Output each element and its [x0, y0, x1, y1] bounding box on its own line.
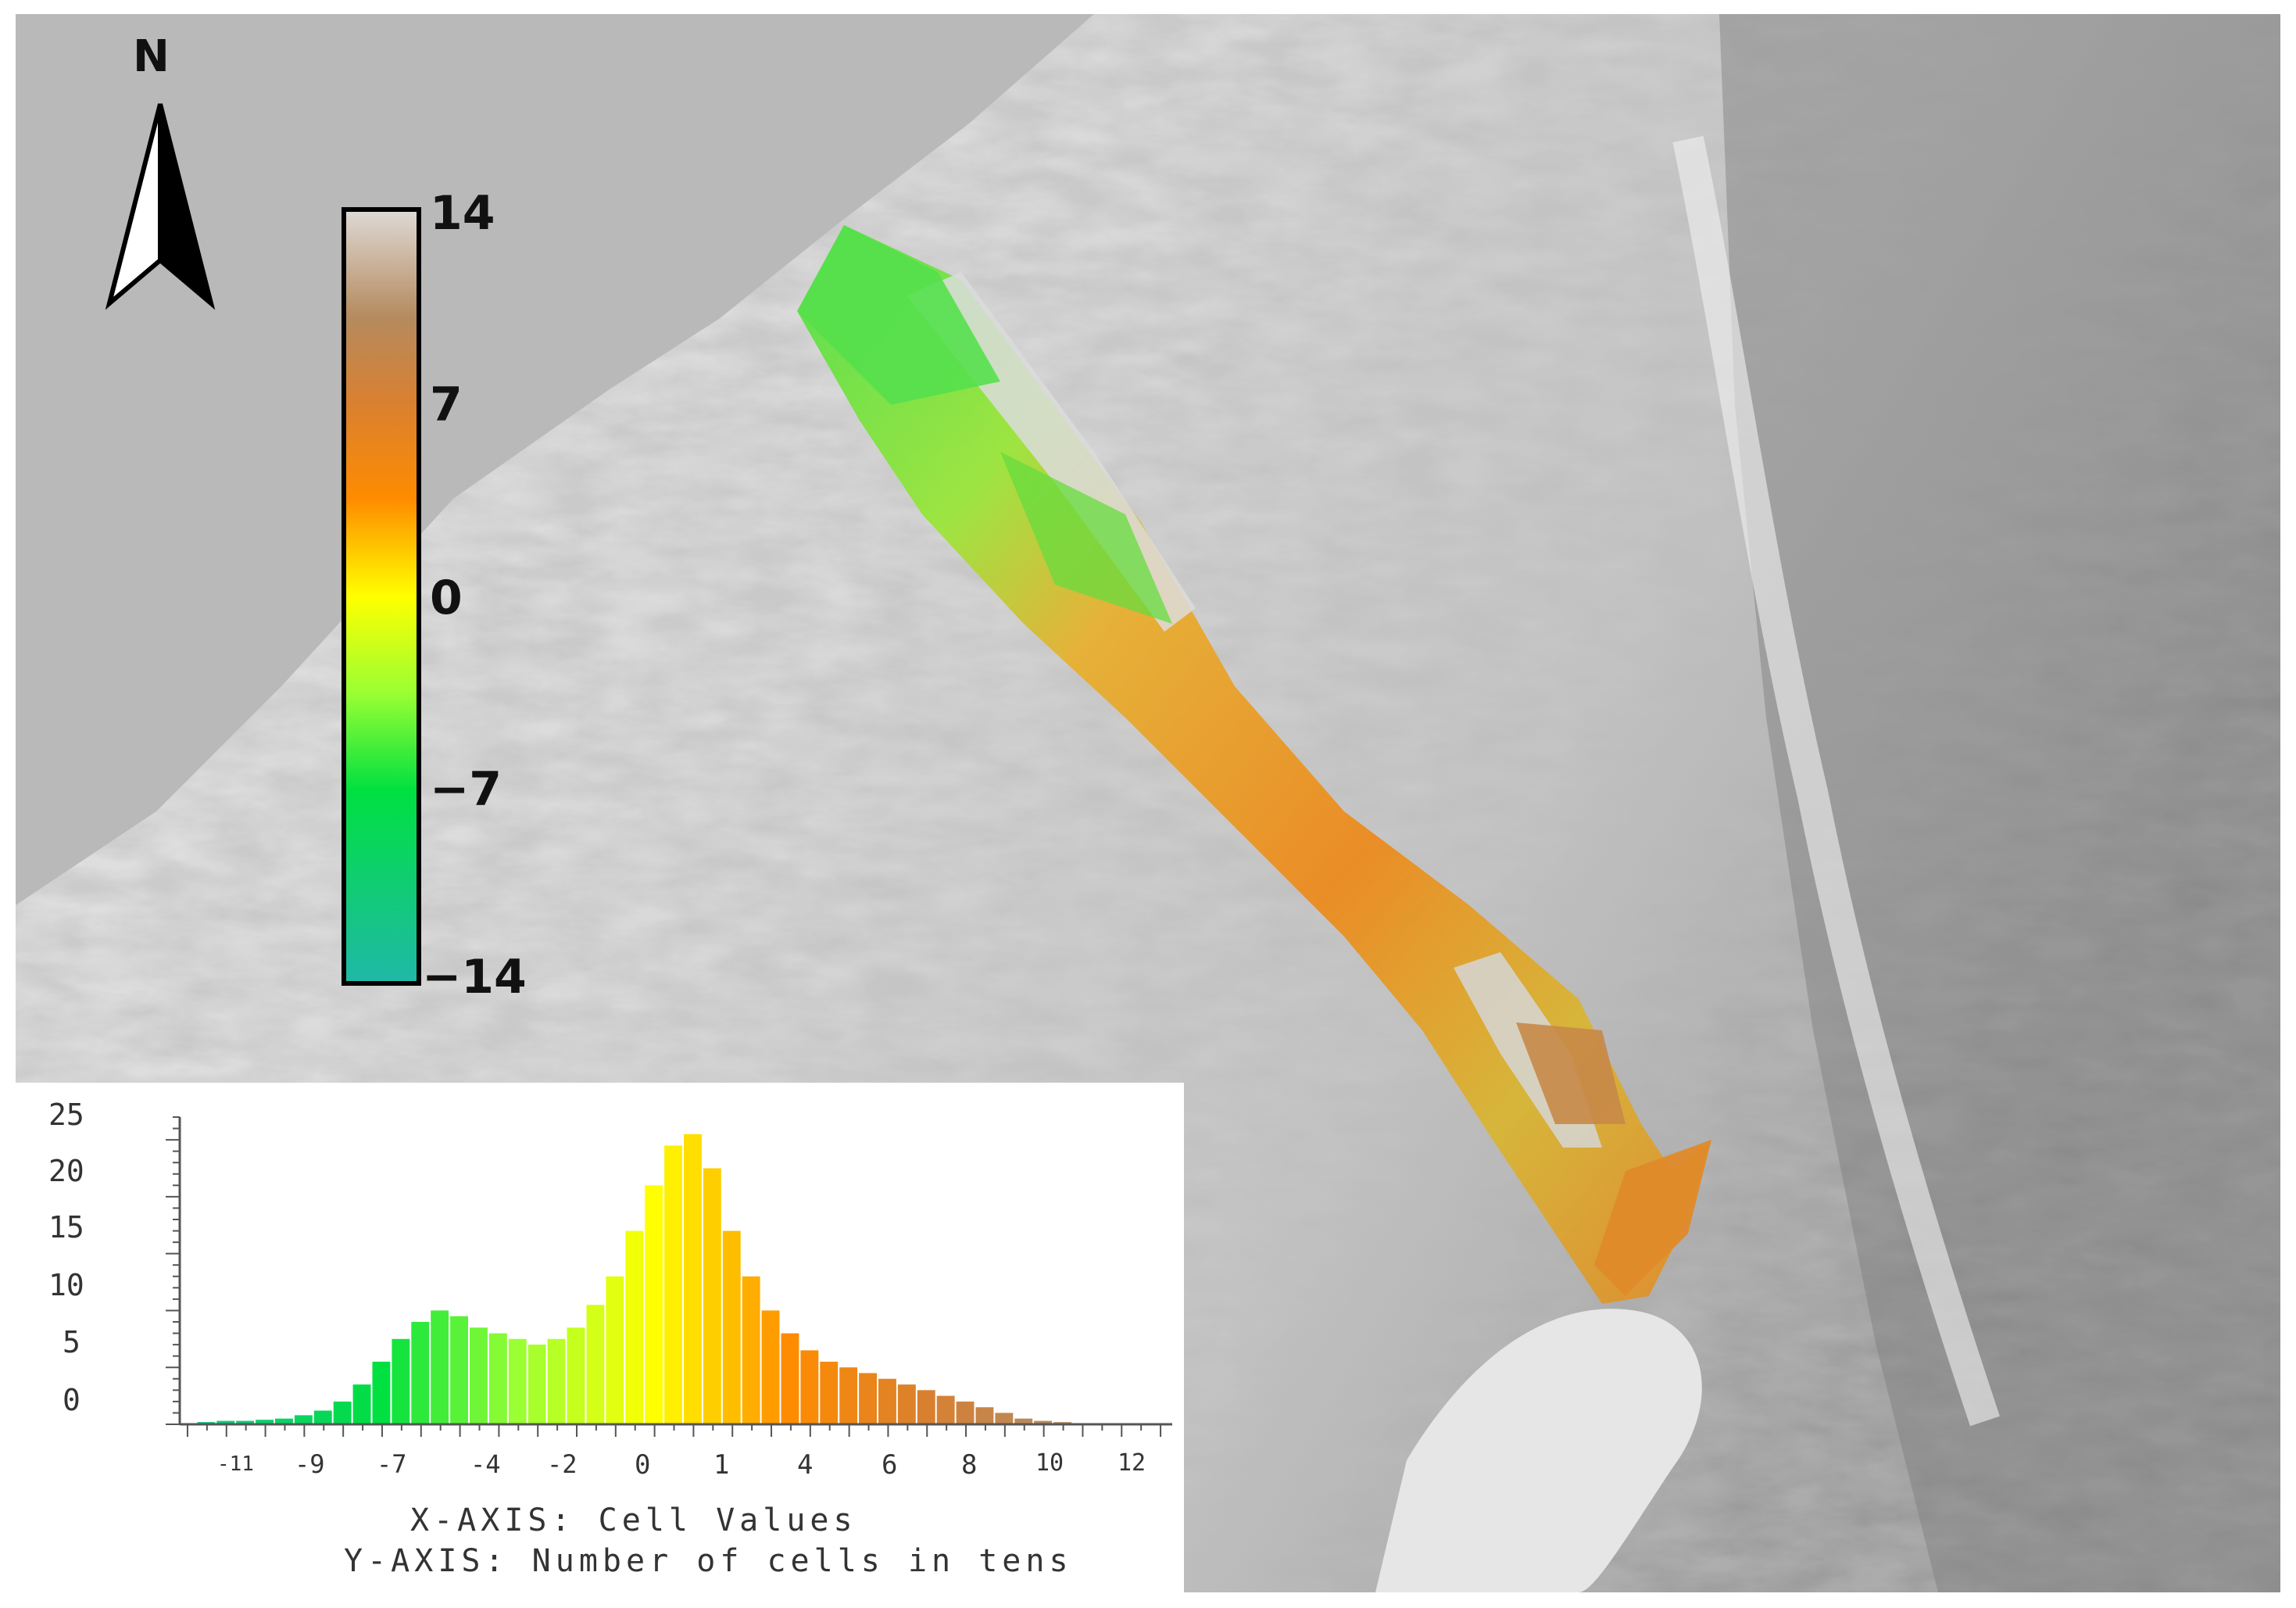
- histogram-bar: [1034, 1420, 1053, 1424]
- histogram-y-ticks: [166, 1116, 180, 1425]
- histogram-bar: [372, 1361, 391, 1424]
- y-tick-label-0: 0: [63, 1383, 80, 1417]
- histogram-bar: [878, 1378, 896, 1424]
- histogram-bar: [684, 1133, 702, 1424]
- histogram-bar: [859, 1373, 877, 1424]
- histogram-bar: [703, 1168, 721, 1424]
- histogram-bar: [294, 1415, 313, 1424]
- histogram-bar: [722, 1230, 741, 1424]
- histogram-bar: [761, 1310, 780, 1424]
- histogram-bar: [936, 1395, 955, 1424]
- histogram-bar: [488, 1333, 507, 1424]
- histogram-bar: [431, 1310, 449, 1424]
- histogram-bar: [547, 1338, 566, 1424]
- legend-label-upper: 7: [430, 378, 463, 432]
- histogram-bar: [956, 1401, 975, 1424]
- histogram-bar: [645, 1185, 663, 1424]
- histogram-bar: [313, 1410, 332, 1424]
- x-tick-label-0: 0: [635, 1449, 651, 1481]
- histogram-bar: [742, 1276, 760, 1424]
- histogram-bar: [606, 1276, 624, 1424]
- y-tick-label-25: 25: [48, 1098, 84, 1132]
- y-tick-label-10: 10: [48, 1268, 84, 1302]
- x-tick-label-minus2: -2: [547, 1449, 578, 1479]
- histogram-bar: [917, 1390, 935, 1424]
- histogram-bar: [352, 1384, 371, 1424]
- histogram-bars: [197, 1133, 1130, 1424]
- x-tick-label-minus11: -11: [217, 1452, 254, 1476]
- histogram-bar: [995, 1413, 1014, 1424]
- x-tick-label-10: 10: [1035, 1449, 1064, 1477]
- histogram-bar: [256, 1420, 274, 1424]
- histogram-bar: [333, 1401, 352, 1424]
- landslide-displacement: [797, 225, 1711, 1304]
- legend-label-min: −14: [422, 950, 527, 1005]
- histogram-bar: [392, 1338, 410, 1424]
- histogram-bar: [800, 1350, 819, 1424]
- histogram-panel: 25 20 15 10 5 0 -11 -9 -7 -4 -2 0 1 4 6 …: [16, 1083, 1184, 1592]
- histogram-bar: [508, 1338, 527, 1424]
- histogram-bar: [528, 1345, 546, 1424]
- legend-label-zero: 0: [430, 571, 463, 625]
- histogram-bar: [236, 1420, 255, 1424]
- deposit-area: [1375, 1309, 1702, 1592]
- histogram-x-ticks: [186, 1424, 1162, 1437]
- north-arrow-icon: [105, 103, 216, 310]
- north-label: N: [133, 31, 170, 82]
- y-tick-label-5: 5: [63, 1325, 80, 1359]
- histogram-bar: [411, 1322, 430, 1424]
- histogram-chart: [166, 1116, 1172, 1437]
- histogram-bar: [839, 1367, 858, 1424]
- x-tick-label-minus4: -4: [470, 1449, 501, 1479]
- histogram-bar: [975, 1407, 994, 1424]
- histogram-bar: [1014, 1418, 1033, 1424]
- histogram-bar: [625, 1230, 644, 1424]
- histogram-bar: [586, 1305, 605, 1424]
- y-tick-label-15: 15: [48, 1210, 84, 1244]
- legend-colorbar: [342, 207, 421, 986]
- histogram-bar: [216, 1420, 235, 1424]
- y-tick-label-20: 20: [48, 1154, 84, 1188]
- histogram-bar: [820, 1361, 839, 1424]
- ridge-shadow: [1719, 14, 2280, 1592]
- histogram-bar: [897, 1384, 916, 1424]
- histogram-bar: [450, 1316, 468, 1424]
- x-tick-label-minus7: -7: [377, 1449, 407, 1479]
- x-tick-label-6: 6: [882, 1449, 898, 1481]
- x-tick-label-4: 4: [797, 1449, 814, 1481]
- histogram-bar: [664, 1145, 682, 1424]
- histogram-bar: [567, 1327, 585, 1424]
- histogram-bar: [470, 1327, 488, 1424]
- histogram-bar: [275, 1418, 293, 1424]
- legend-label-max: 14: [430, 186, 495, 241]
- x-tick-label-12: 12: [1118, 1449, 1146, 1477]
- x-tick-label-1: 1: [713, 1449, 730, 1481]
- x-tick-label-8: 8: [961, 1449, 978, 1481]
- x-axis-title: X-AXIS: Cell Values: [410, 1502, 857, 1538]
- legend-label-lower: −7: [430, 762, 502, 817]
- x-tick-label-minus9: -9: [295, 1449, 325, 1479]
- histogram-bar: [781, 1333, 799, 1424]
- y-axis-title: Y-AXIS: Number of cells in tens: [344, 1543, 1073, 1579]
- ridge-line: [1672, 135, 2000, 1427]
